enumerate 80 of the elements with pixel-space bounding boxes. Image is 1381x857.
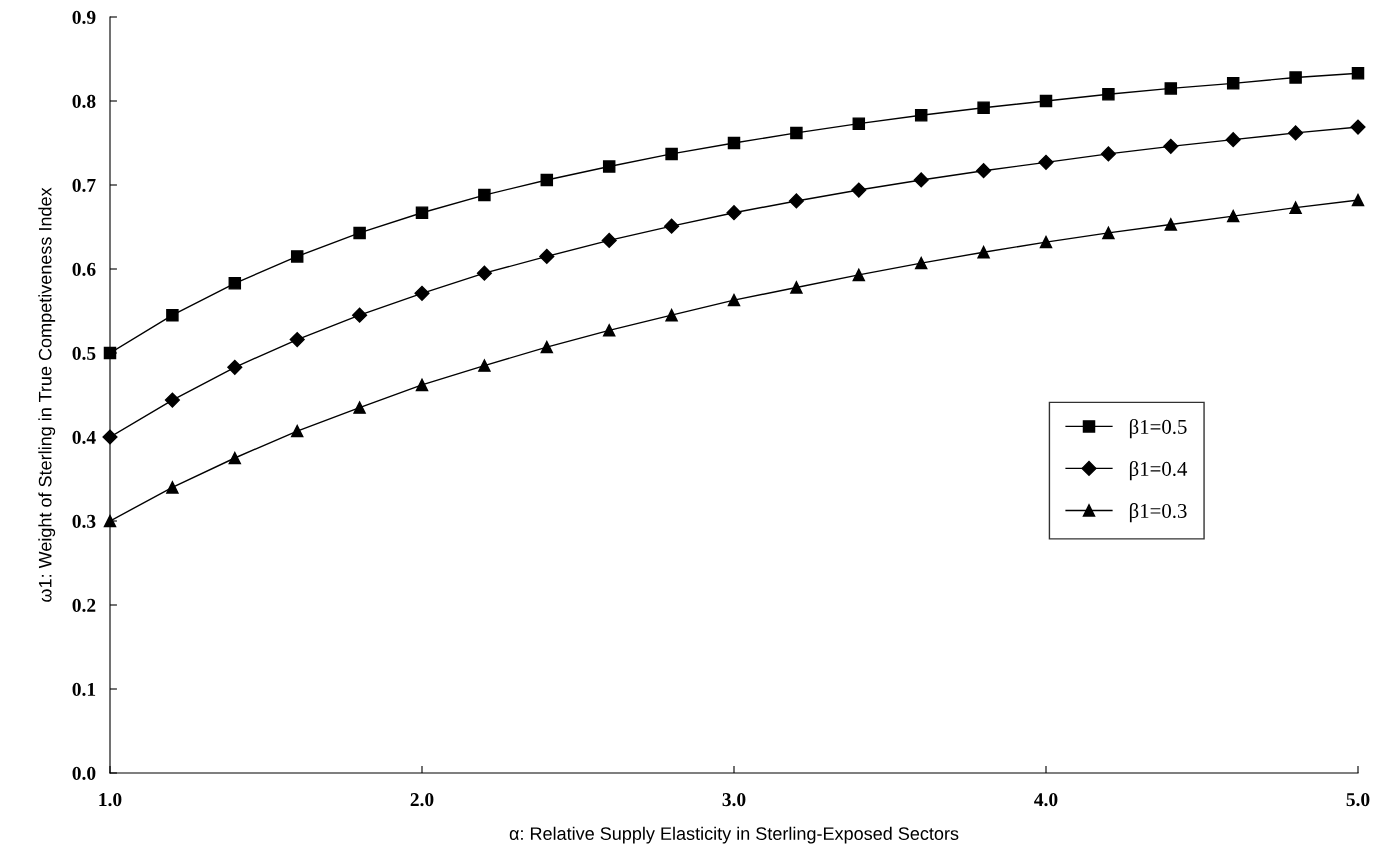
point	[1226, 77, 1240, 90]
point	[602, 160, 616, 173]
point	[665, 308, 678, 322]
x-tick-label: 1.0	[99, 793, 122, 807]
y-tick-label: 0.4	[72, 430, 96, 445]
point	[1226, 209, 1240, 223]
point	[852, 117, 866, 130]
point	[1102, 226, 1115, 240]
point	[290, 424, 304, 438]
point	[788, 193, 804, 209]
point	[601, 232, 617, 249]
point	[164, 392, 180, 408]
point	[1225, 132, 1241, 148]
point	[415, 206, 429, 219]
y-axis-title: ω1: Weight of Sterling in True Competiveness Index	[38, 187, 56, 602]
y-tick-label: 0.8	[72, 94, 96, 109]
point	[976, 163, 992, 179]
point	[414, 285, 430, 301]
point	[790, 126, 803, 140]
point	[1039, 235, 1053, 249]
y-tick-label: 0.5	[72, 346, 96, 361]
x-tick-label: 2.0	[410, 793, 434, 807]
y-tick-label: 0.9	[72, 10, 96, 25]
point	[851, 182, 867, 198]
x-axis-title: α: Relative Supply Elasticity in Sterling-Exposed Sectors	[509, 826, 959, 844]
point	[415, 378, 429, 392]
legend-label: β1=0.3	[1129, 503, 1187, 523]
point	[727, 136, 741, 150]
point	[790, 281, 803, 294]
point	[228, 451, 242, 465]
point	[1350, 119, 1366, 135]
point	[290, 250, 304, 263]
point	[977, 101, 990, 114]
point	[913, 172, 929, 188]
point	[478, 359, 491, 372]
point	[353, 226, 366, 240]
point	[727, 293, 741, 307]
legend-label: β1=0.5	[1129, 419, 1187, 439]
point	[166, 308, 179, 322]
point	[602, 324, 616, 337]
y-tick-label: 0.3	[72, 514, 96, 529]
legend-label: β1=0.4	[1129, 461, 1188, 481]
point	[1102, 88, 1115, 101]
y-tick-label: 0.2	[72, 598, 96, 613]
point	[228, 277, 242, 290]
y-tick-label: 0.0	[72, 766, 96, 781]
point	[1288, 125, 1304, 141]
point	[1351, 67, 1365, 80]
point	[227, 359, 243, 375]
x-tick-label: 5.0	[1346, 793, 1370, 807]
point	[664, 218, 680, 234]
point	[852, 268, 866, 282]
point	[665, 147, 678, 161]
point	[540, 173, 554, 187]
point	[914, 109, 928, 122]
point	[1164, 82, 1178, 95]
point	[1289, 71, 1302, 84]
point	[289, 331, 305, 348]
point	[539, 248, 555, 264]
point	[977, 245, 990, 259]
point	[353, 401, 366, 414]
point	[1289, 201, 1302, 214]
point	[478, 188, 491, 202]
point	[352, 307, 368, 323]
y-tick-label: 0.6	[72, 262, 96, 277]
y-tick-label: 0.1	[72, 682, 96, 697]
point	[476, 265, 492, 281]
y-tick-label: 0.7	[72, 178, 96, 193]
point	[1100, 146, 1116, 162]
point	[540, 340, 554, 354]
x-tick-label: 3.0	[722, 793, 746, 807]
point	[726, 205, 742, 221]
point	[1351, 193, 1365, 207]
point	[1164, 218, 1178, 231]
point	[914, 256, 928, 270]
x-tick-label: 4.0	[1034, 793, 1058, 807]
point	[1039, 94, 1053, 108]
point	[166, 481, 179, 494]
point	[1163, 138, 1179, 154]
point	[1038, 154, 1054, 170]
